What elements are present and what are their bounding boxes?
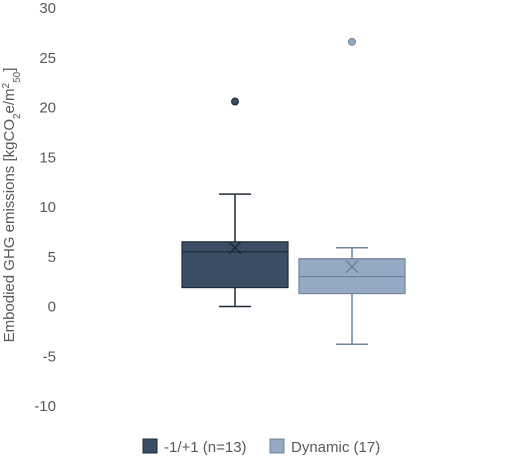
mean-marker [228,241,242,255]
plot-area [181,37,406,346]
box [181,241,289,289]
box-series [181,97,289,308]
y-tick-label: 10 [39,199,56,216]
y-tick-label: -5 [43,348,56,365]
legend-swatch [269,438,285,454]
y-tick-label: 15 [39,149,56,166]
outlier-point [231,97,239,106]
y-tick-label: 30 [39,0,56,17]
y-axis-label: Embodied GHG emissions [kgCO2e/m250] [1,68,23,343]
y-tick-label: 25 [39,50,56,67]
legend: -1/+1 (n=13) Dynamic (17) [142,438,380,456]
y-tick-label: 0 [48,299,56,316]
y-axis: -10 -5 0 5 10 15 20 25 30 [34,0,56,415]
y-tick-label: 5 [48,249,56,266]
y-tick-label: 20 [39,100,56,117]
mean-marker [345,260,359,274]
y-tick-label: -10 [34,398,56,415]
legend-swatch [142,438,158,454]
outlier-point [348,37,356,46]
box-series [298,37,406,346]
legend-label: Dynamic (17) [291,439,380,456]
legend-label: -1/+1 (n=13) [164,439,247,456]
